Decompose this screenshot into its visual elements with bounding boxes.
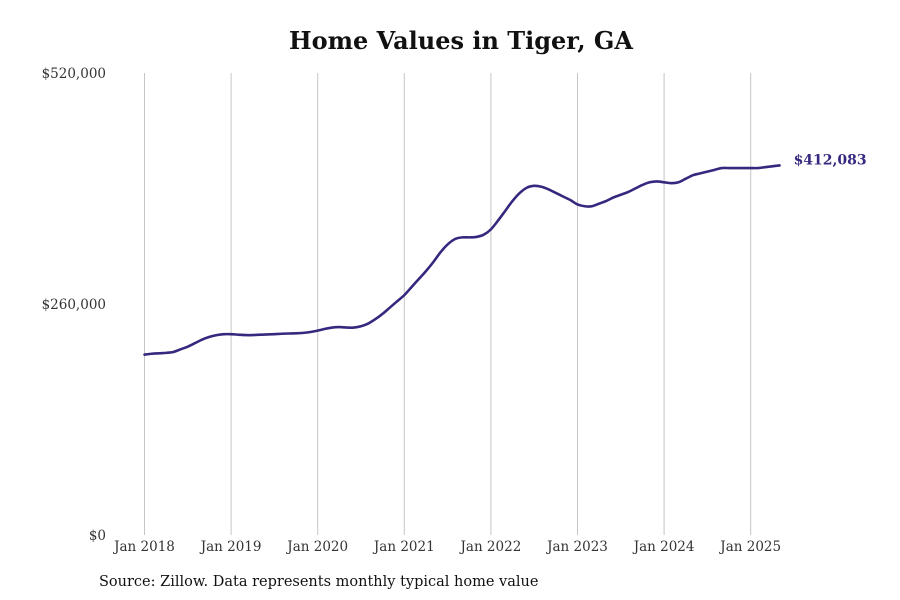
chart-title: Home Values in Tiger, GA: [288, 26, 634, 55]
y-axis-tick-labels: $0 $260,000 $520,000: [42, 66, 106, 544]
end-value-label: $412,083: [794, 152, 867, 168]
x-tick-label: Jan 2020: [285, 539, 348, 555]
series-line: [143, 164, 781, 356]
x-tick-label: Jan 2022: [458, 539, 521, 555]
x-tick-label: Jan 2018: [112, 539, 175, 555]
vertical-gridlines: [144, 73, 752, 535]
x-axis-tick-labels: Jan 2018 Jan 2019 Jan 2020 Jan 2021 Jan 2022…: [112, 539, 781, 555]
x-tick-label: Jan 2025: [718, 539, 781, 555]
x-tick-label: Jan 2019: [199, 539, 262, 555]
x-tick-label: Jan 2021: [372, 539, 435, 555]
y-tick-label: $520,000: [42, 66, 106, 82]
y-tick-label: $260,000: [42, 297, 106, 313]
x-tick-label: Jan 2024: [632, 539, 695, 555]
source-note: Source: Zillow. Data represents monthly …: [99, 574, 539, 590]
y-tick-label: $0: [89, 528, 106, 544]
x-tick-label: Jan 2023: [545, 539, 608, 555]
